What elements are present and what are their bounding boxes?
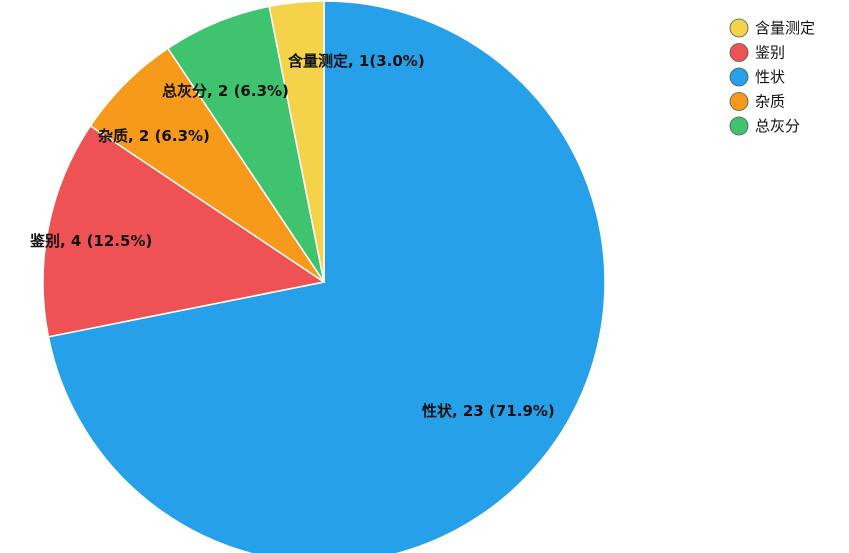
slice-labels: 性状, 23 (71.9%) 鉴别, 4 (12.5%) 杂质, 2 (6.3%) 总…: [29, 52, 555, 420]
legend-label-1: 鉴别: [755, 44, 785, 62]
legend-label-2: 性状: [755, 68, 785, 86]
pie-slice-1: [42, 124, 326, 338]
slice-label-2: 杂质, 2 (6.3%): [98, 127, 210, 145]
legend-label-4: 总灰分: [755, 117, 800, 135]
pie-slices: [42, 0, 606, 553]
slice-label-3: 总灰分, 2 (6.3%): [162, 82, 289, 100]
legend-marker-0: [729, 18, 749, 38]
slice-label-1: 鉴别, 4 (12.5%): [29, 232, 152, 250]
legend-marker-4: [729, 116, 749, 136]
legend-marker-2: [729, 67, 749, 87]
legend-marker-3: [729, 92, 749, 111]
slice-label-4: 含量测定, 1(3.0%): [288, 52, 425, 70]
legend-marker-1: [729, 43, 749, 62]
legend-label-0: 含量测定: [755, 19, 815, 37]
slice-label-0: 性状, 23 (71.9%): [422, 402, 555, 420]
pie-slice-4: [268, 0, 325, 283]
legend-label-3: 杂质: [755, 93, 785, 111]
pie-slice-0: [47, 0, 606, 553]
